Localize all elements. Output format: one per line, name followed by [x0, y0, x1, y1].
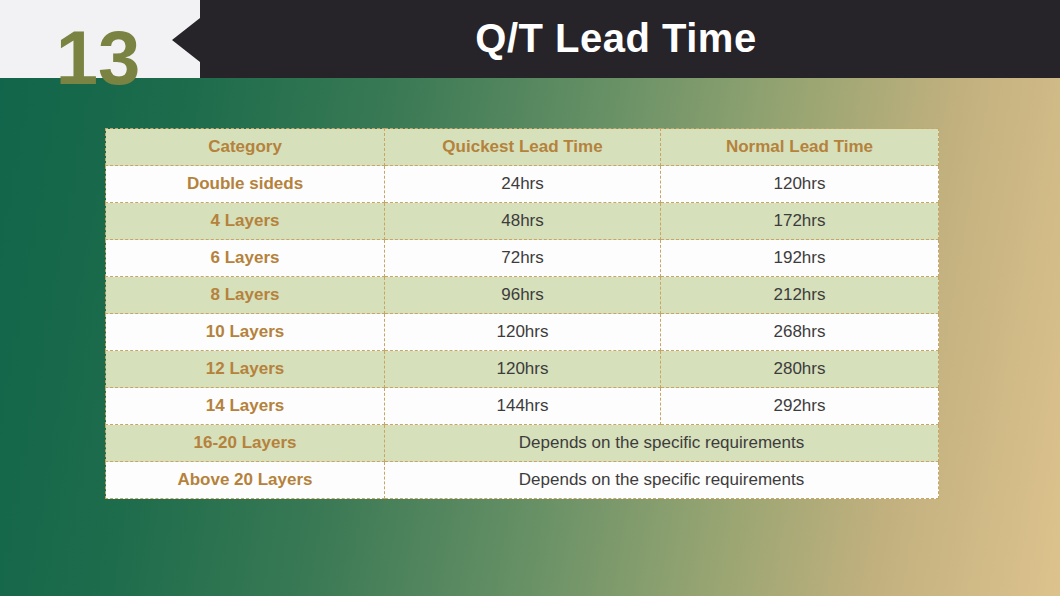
category-cell: 10 Layers	[106, 314, 385, 351]
normal-cell: 280hrs	[661, 351, 939, 388]
table-row: 14 Layers 144hrs 292hrs	[106, 388, 939, 425]
quickest-cell: 120hrs	[385, 314, 661, 351]
table-row: Double sideds 24hrs 120hrs	[106, 166, 939, 203]
slide-background: 13 Q/T Lead Time Category Quickest Lead …	[0, 0, 1060, 596]
table-row: 10 Layers 120hrs 268hrs	[106, 314, 939, 351]
category-cell: 6 Layers	[106, 240, 385, 277]
column-header-normal: Normal Lead Time	[661, 129, 939, 166]
table-row: 16-20 Layers Depends on the specific req…	[106, 425, 939, 462]
table-row: 8 Layers 96hrs 212hrs	[106, 277, 939, 314]
title-banner: Q/T Lead Time	[172, 0, 1060, 78]
normal-cell: 292hrs	[661, 388, 939, 425]
quickest-cell: 48hrs	[385, 203, 661, 240]
category-cell: 16-20 Layers	[106, 425, 385, 462]
table-row: Above 20 Layers Depends on the specific …	[106, 462, 939, 499]
table-row: 12 Layers 120hrs 280hrs	[106, 351, 939, 388]
category-cell: Double sideds	[106, 166, 385, 203]
quickest-cell: 120hrs	[385, 351, 661, 388]
normal-cell: 172hrs	[661, 203, 939, 240]
merged-cell: Depends on the specific requirements	[385, 425, 939, 462]
category-cell: 12 Layers	[106, 351, 385, 388]
category-cell: Above 20 Layers	[106, 462, 385, 499]
slide-number: 13	[0, 20, 196, 96]
quickest-cell: 24hrs	[385, 166, 661, 203]
category-cell: 14 Layers	[106, 388, 385, 425]
table-header-row: Category Quickest Lead Time Normal Lead …	[106, 129, 939, 166]
quickest-cell: 144hrs	[385, 388, 661, 425]
category-cell: 8 Layers	[106, 277, 385, 314]
normal-cell: 120hrs	[661, 166, 939, 203]
column-header-category: Category	[106, 129, 385, 166]
table-row: 4 Layers 48hrs 172hrs	[106, 203, 939, 240]
normal-cell: 192hrs	[661, 240, 939, 277]
column-header-quickest: Quickest Lead Time	[385, 129, 661, 166]
table-row: 6 Layers 72hrs 192hrs	[106, 240, 939, 277]
lead-time-table: Category Quickest Lead Time Normal Lead …	[105, 128, 939, 499]
category-cell: 4 Layers	[106, 203, 385, 240]
slide-title: Q/T Lead Time	[475, 16, 756, 61]
quickest-cell: 72hrs	[385, 240, 661, 277]
normal-cell: 212hrs	[661, 277, 939, 314]
normal-cell: 268hrs	[661, 314, 939, 351]
merged-cell: Depends on the specific requirements	[385, 462, 939, 499]
quickest-cell: 96hrs	[385, 277, 661, 314]
